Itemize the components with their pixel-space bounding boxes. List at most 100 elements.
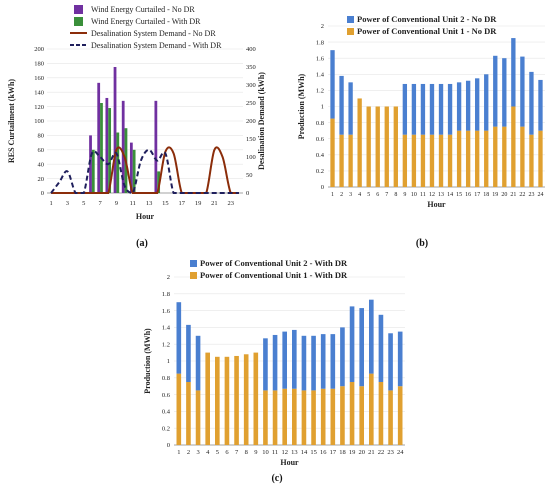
c-xtick-label: 8 [245, 449, 248, 456]
b-bar [465, 130, 471, 187]
a-ytick-label: 160 [34, 75, 44, 82]
b-bar [438, 83, 444, 135]
a-y2tick-label: 250 [246, 100, 256, 107]
b-bar [411, 83, 417, 135]
a-bar [129, 142, 133, 193]
b-bar [420, 83, 426, 135]
b-ytick-label: 0.6 [316, 136, 325, 143]
b-bar [402, 134, 408, 187]
c-xtick-label: 18 [339, 449, 346, 456]
b-legend-swatch [347, 28, 354, 35]
c-xtick-label: 7 [235, 449, 239, 456]
b-bar [348, 134, 353, 187]
c-bar [263, 338, 268, 391]
b-xtick-label: 10 [411, 192, 417, 198]
a-legend-label: Desalination System Demand - No DR [91, 29, 216, 38]
b-bar [529, 71, 534, 135]
c-xtick-label: 14 [301, 449, 308, 456]
b-bar [447, 83, 453, 135]
c-xtick-label: 15 [310, 449, 317, 456]
b-bar [411, 134, 417, 187]
b-bar [511, 38, 516, 107]
c-xtick-label: 19 [349, 449, 356, 456]
c-xtick-label: 20 [358, 449, 365, 456]
b-yaxis-title: Production (MWh) [297, 73, 306, 139]
b-ytick-label: 1.4 [316, 72, 325, 79]
c-xtick-label: 16 [320, 449, 327, 456]
b-xtick-label: 11 [420, 192, 426, 198]
b-bar [438, 134, 444, 187]
a-ytick-label: 40 [38, 161, 45, 168]
b-bar [420, 134, 426, 187]
c-bar [359, 386, 364, 445]
c-xtick-label: 24 [397, 449, 404, 456]
c-bar [301, 335, 307, 391]
c-ytick-label: 2 [167, 274, 170, 281]
a-series-line [51, 146, 239, 194]
b-bar [393, 106, 398, 187]
a-y2tick-label: 350 [246, 64, 256, 71]
b-xtick-label: 9 [403, 192, 406, 198]
a-y2tick-label: 100 [246, 154, 256, 161]
a-xtick-label: 19 [195, 200, 202, 207]
b-bar [538, 130, 543, 187]
a-xtick-label: 15 [162, 200, 169, 207]
c-bar [378, 314, 384, 382]
a-bar [100, 103, 103, 193]
a-xtick-label: 9 [115, 200, 118, 207]
a-xtick-label: 3 [66, 200, 69, 207]
b-bar [520, 126, 525, 187]
b-ytick-label: 2 [321, 23, 324, 30]
c-panel-label: (c) [271, 473, 282, 484]
c-bar [388, 333, 393, 391]
a-yaxis-title: RES Curtailment (kWh) [7, 79, 16, 163]
c-bar [292, 388, 297, 445]
c-bar [272, 390, 278, 445]
c-bar [340, 386, 345, 445]
b-bar [330, 118, 335, 187]
c-ytick-label: 1 [167, 358, 170, 365]
b-bar [339, 75, 344, 135]
b-bar [456, 130, 462, 187]
b-bar [502, 126, 507, 187]
c-bar [176, 373, 182, 445]
c-bar [349, 382, 355, 445]
c-xtick-label: 4 [206, 449, 210, 456]
a-bar [116, 132, 120, 193]
c-ytick-label: 1.2 [162, 341, 170, 348]
c-ytick-label: 1.4 [162, 325, 171, 332]
c-bar [292, 329, 297, 389]
c-ytick-label: 0.4 [162, 409, 171, 416]
c-xtick-label: 1 [177, 449, 180, 456]
c-bar [397, 331, 403, 387]
c-bar [272, 334, 278, 391]
a-legend-swatch [74, 5, 83, 14]
c-yaxis-title: Production (MWh) [143, 328, 152, 394]
a-xtick-label: 21 [211, 200, 218, 207]
b-bar [511, 106, 516, 187]
c-bar [397, 386, 403, 445]
c-bar [195, 335, 201, 391]
a-y2tick-label: 400 [246, 46, 256, 53]
b-bar [366, 106, 371, 187]
b-xtick-label: 7 [385, 192, 388, 198]
c-legend-label: Power of Conventional Unit 2 - With DR [200, 258, 348, 268]
b-legend-label: Power of Conventional Unit 2 - No DR [357, 14, 497, 24]
c-legend-label: Power of Conventional Unit 1 - With DR [200, 270, 348, 280]
c-bar [311, 335, 316, 391]
a-bar [97, 82, 101, 193]
c-bar [301, 390, 307, 445]
c-bar [330, 334, 336, 389]
a-ytick-label: 140 [34, 89, 44, 96]
a-bar [157, 171, 161, 193]
b-xtick-label: 12 [429, 192, 435, 198]
a-y2axis-title: Desalination Demand (kWh) [257, 72, 266, 170]
c-xtick-label: 22 [378, 449, 385, 456]
c-bar [378, 382, 384, 445]
b-ytick-label: 0.2 [316, 168, 324, 175]
b-xtick-label: 15 [456, 192, 462, 198]
b-xtick-label: 6 [376, 192, 379, 198]
a-ytick-label: 120 [34, 104, 44, 111]
c-bar [186, 324, 191, 382]
